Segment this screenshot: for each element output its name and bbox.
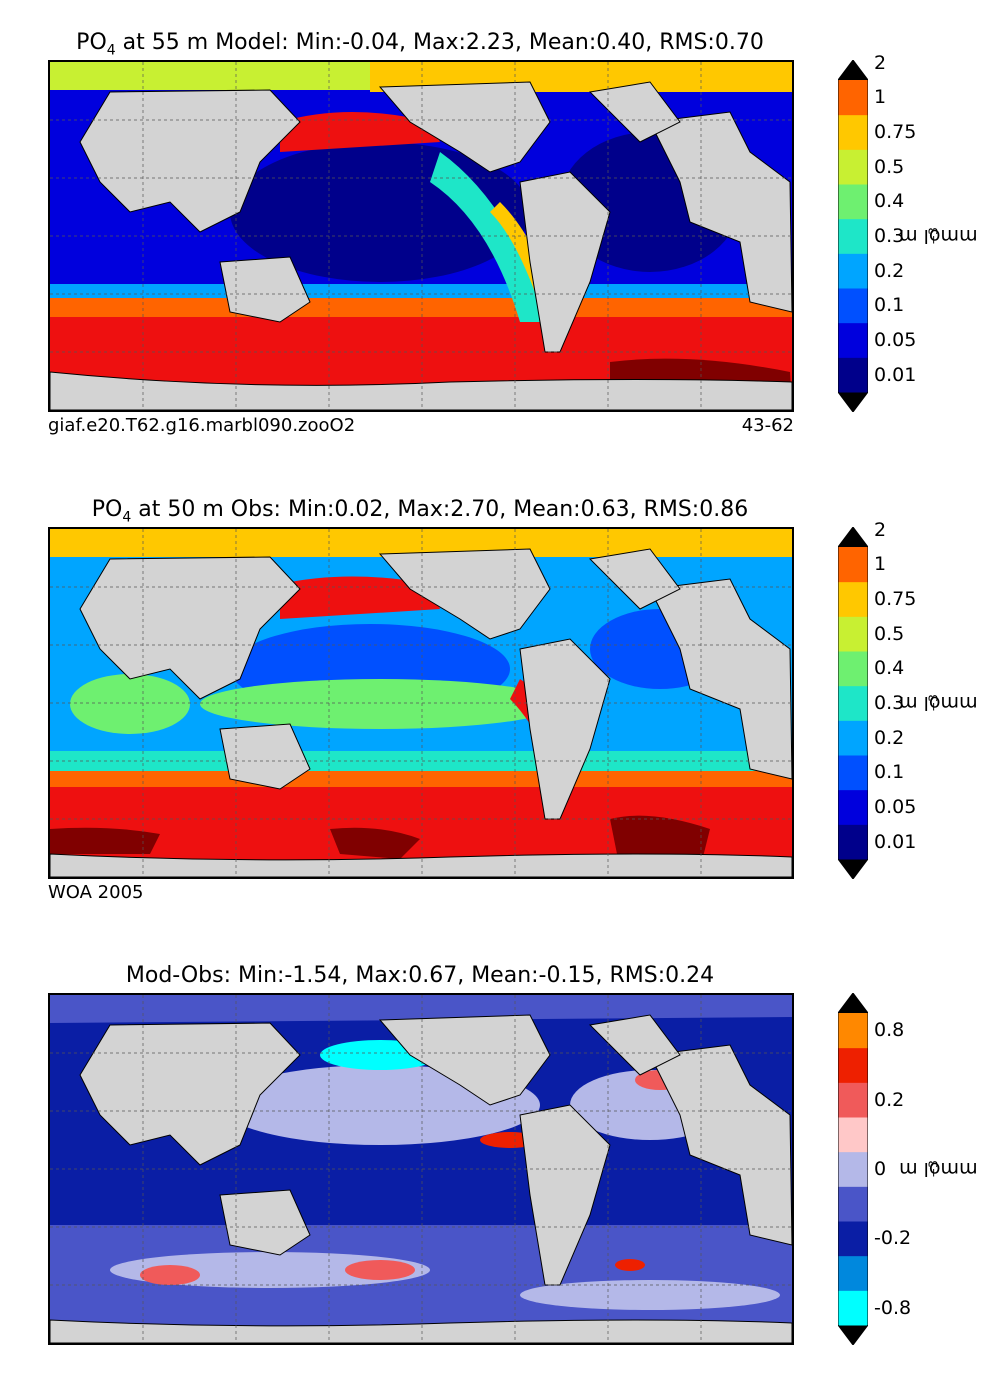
colorbar-tick-label: 0.1 bbox=[874, 761, 904, 783]
colorbar-svg bbox=[838, 527, 868, 879]
colorbar-tick-label: 0.4 bbox=[874, 190, 904, 212]
colorbar-svg bbox=[838, 60, 868, 412]
colorbar-tick-label: 0.1 bbox=[874, 294, 904, 316]
colorbar-tick-label: 0.4 bbox=[874, 657, 904, 679]
map-field bbox=[50, 62, 792, 410]
colorbar-segment bbox=[838, 357, 868, 392]
map-plot bbox=[48, 527, 794, 879]
footer-years: 43-62 bbox=[742, 415, 794, 436]
colorbar-extend-low bbox=[838, 859, 868, 879]
colorbar-segment bbox=[838, 253, 868, 288]
colorbar-segment bbox=[838, 1082, 868, 1117]
colorbar-extend-high bbox=[838, 993, 868, 1013]
colorbar-segment bbox=[838, 1290, 868, 1325]
colorbar-tick-label: 0.2 bbox=[874, 1089, 904, 1111]
colorbar-units: mmol m −3 bbox=[918, 527, 958, 879]
colorbar-tick-label: 2 bbox=[874, 52, 886, 74]
colorbar-segment bbox=[838, 1186, 868, 1221]
chart-title: Mod-Obs: Min:-1.54, Max:0.67, Mean:-0.15… bbox=[20, 963, 820, 988]
footer-case-name: giaf.e20.T62.g16.marbl090.zooO2 bbox=[48, 415, 355, 436]
colorbar-segment bbox=[838, 686, 868, 721]
colorbar-tick-label: 1 bbox=[874, 86, 886, 108]
colorbar-segment bbox=[838, 720, 868, 755]
chart-title: PO4 at 50 m Obs: Min:0.02, Max:2.70, Mea… bbox=[20, 497, 820, 525]
colorbar bbox=[838, 527, 868, 879]
map-plot bbox=[48, 993, 794, 1345]
colorbar-tick-label: 0.5 bbox=[874, 623, 904, 645]
colorbar-segment bbox=[838, 1117, 868, 1152]
colorbar-tick-label: 0.8 bbox=[874, 1019, 904, 1041]
colorbar-segment bbox=[838, 547, 868, 582]
colorbar-segment bbox=[838, 755, 868, 790]
colorbar-extend-low bbox=[838, 1325, 868, 1345]
chart-title: PO4 at 55 m Model: Min:-0.04, Max:2.23, … bbox=[20, 30, 820, 58]
colorbar-segment bbox=[838, 1221, 868, 1256]
colorbar-extend-high bbox=[838, 527, 868, 547]
colorbar-extend-high bbox=[838, 60, 868, 80]
colorbar-tick-label: 0.05 bbox=[874, 796, 916, 818]
colorbar bbox=[838, 60, 868, 412]
colorbar-segment bbox=[838, 80, 868, 115]
colorbar-segment bbox=[838, 651, 868, 686]
colorbar-extend-low bbox=[838, 392, 868, 412]
colorbar-tick-label: 0.05 bbox=[874, 329, 916, 351]
colorbar-tick-label: 0.75 bbox=[874, 121, 916, 143]
colorbar-units: mmol m −3 bbox=[918, 60, 958, 412]
colorbar-segment bbox=[838, 790, 868, 825]
colorbar-segment bbox=[838, 149, 868, 184]
colorbar-segment bbox=[838, 582, 868, 617]
colorbar-tick-label: 0.75 bbox=[874, 588, 916, 610]
colorbar-segment bbox=[838, 323, 868, 358]
colorbar-segment bbox=[838, 184, 868, 219]
colorbar-segment bbox=[838, 1048, 868, 1083]
colorbar-tick-label: 0.2 bbox=[874, 260, 904, 282]
colorbar-segment bbox=[838, 115, 868, 150]
colorbar-tick-label: 0.01 bbox=[874, 831, 916, 853]
colorbar-segment bbox=[838, 1152, 868, 1187]
colorbar-tick-label: -0.2 bbox=[874, 1227, 911, 1249]
map-field bbox=[50, 995, 792, 1343]
panel-model: PO4 at 55 m Model: Min:-0.04, Max:2.23, … bbox=[0, 0, 983, 458]
colorbar-tick-label: 0.5 bbox=[874, 156, 904, 178]
colorbar-svg bbox=[838, 993, 868, 1345]
colorbar-segment bbox=[838, 219, 868, 254]
panel-obs: PO4 at 50 m Obs: Min:0.02, Max:2.70, Mea… bbox=[0, 467, 983, 925]
colorbar-tick-label: 0.01 bbox=[874, 364, 916, 386]
colorbar-tick-label: 2 bbox=[874, 519, 886, 541]
footer-source: WOA 2005 bbox=[48, 882, 144, 903]
panel-difference: Mod-Obs: Min:-1.54, Max:0.67, Mean:-0.15… bbox=[0, 933, 983, 1391]
colorbar-segment bbox=[838, 288, 868, 323]
map-field bbox=[50, 529, 792, 877]
colorbar-tick-label: 0.2 bbox=[874, 727, 904, 749]
colorbar-segment bbox=[838, 824, 868, 859]
colorbar-segment bbox=[838, 1013, 868, 1048]
colorbar-tick-label: -0.8 bbox=[874, 1297, 911, 1319]
colorbar-tick-label: 1 bbox=[874, 553, 886, 575]
colorbar-segment bbox=[838, 1256, 868, 1291]
map-plot bbox=[48, 60, 794, 412]
colorbar bbox=[838, 993, 868, 1345]
colorbar-tick-label: 0 bbox=[874, 1158, 886, 1180]
colorbar-units: mmol m −3 bbox=[918, 993, 958, 1345]
colorbar-segment bbox=[838, 616, 868, 651]
